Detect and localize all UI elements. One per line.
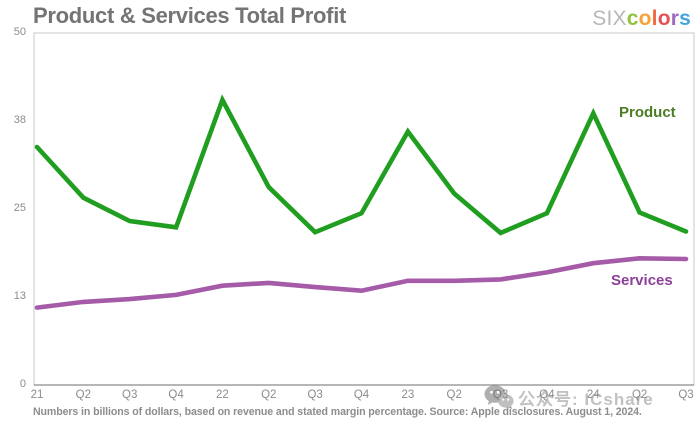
x-tick-label: 23 (401, 389, 415, 401)
y-tick-label: 38 (13, 114, 26, 126)
logo-colored-word: colors (627, 7, 691, 30)
x-tick-label: Q4 (539, 389, 555, 401)
x-tick-label: 22 (216, 389, 229, 401)
x-tick-label: Q2 (75, 389, 92, 401)
x-tick-label: Q4 (353, 389, 370, 401)
x-tick-label: Q3 (122, 389, 138, 401)
x-tick-label: Q3 (678, 389, 694, 401)
services-line (34, 255, 689, 310)
product-line (34, 94, 689, 236)
x-tick-label: Q3 (307, 389, 323, 401)
logo-letter: o (657, 7, 671, 30)
x-tick-label: Q3 (492, 389, 509, 401)
logo-prefix: SIX (592, 7, 627, 30)
logo-letter: r (670, 7, 680, 30)
product-series-label: Product (619, 104, 676, 121)
y-tick-label: 13 (13, 290, 26, 302)
x-tick-label: Q2 (631, 389, 648, 401)
series-lines (34, 94, 689, 310)
chart-title: Product & Services Total Profit (33, 3, 347, 28)
logo-letter: l (651, 7, 658, 30)
x-tick-label: Q2 (261, 389, 277, 401)
x-tick-label: 24 (586, 389, 600, 401)
y-tick-label: 0 (19, 378, 26, 390)
y-tick-label: 25 (13, 202, 26, 214)
x-tick-label: Q2 (446, 389, 462, 401)
logo-letter: o (638, 7, 652, 30)
x-tick-label: Q4 (168, 389, 184, 401)
footer-note: Numbers in billions of dollars, based on… (33, 406, 642, 418)
logo-letter: s (679, 7, 691, 30)
y-tick-label: 50 (13, 26, 26, 38)
logo-letter: c (626, 7, 639, 30)
services-series-label: Services (611, 272, 673, 289)
sixcolors-logo: SIXcolors (592, 7, 691, 31)
x-tick-label: 21 (30, 389, 44, 401)
